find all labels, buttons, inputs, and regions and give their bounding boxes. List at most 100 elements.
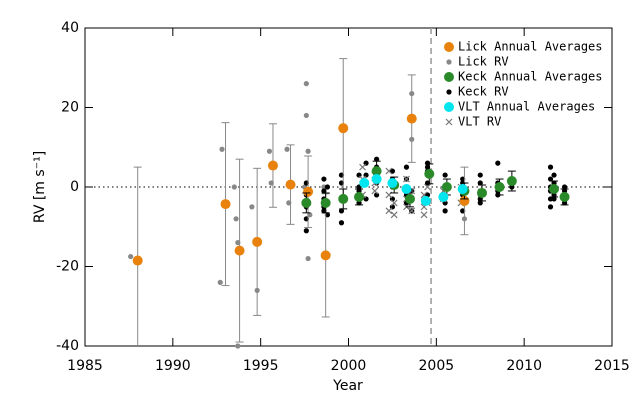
- point: [459, 195, 470, 206]
- point: [408, 207, 416, 215]
- point: [220, 199, 231, 210]
- point: [303, 81, 309, 87]
- point: [406, 113, 417, 124]
- point: [371, 174, 382, 185]
- point: [231, 184, 237, 190]
- point: [420, 195, 431, 206]
- point: [303, 186, 314, 197]
- point: [477, 187, 488, 198]
- legend-label: VLT Annual Averages: [458, 100, 595, 114]
- point: [320, 250, 331, 261]
- point: [385, 207, 393, 215]
- point: [324, 184, 331, 190]
- x-axis-label: Year: [332, 378, 363, 394]
- point: [371, 187, 379, 195]
- point: [338, 220, 345, 226]
- point: [320, 197, 331, 208]
- point: [551, 172, 557, 178]
- y-tick-label: 0: [70, 179, 79, 195]
- point: [267, 160, 278, 171]
- legend-label: Keck Annual Averages: [458, 70, 603, 84]
- point: [303, 228, 309, 234]
- x-tick-label: 1985: [67, 358, 103, 374]
- point: [549, 183, 560, 194]
- point: [389, 168, 396, 174]
- point: [401, 183, 412, 194]
- point: [249, 204, 255, 210]
- legend-marker: [445, 118, 453, 126]
- point: [442, 208, 448, 214]
- y-tick-label: 40: [61, 20, 79, 36]
- point: [338, 193, 349, 204]
- point: [217, 279, 223, 285]
- legend-marker: [444, 102, 454, 112]
- point: [547, 176, 554, 182]
- point: [442, 172, 448, 178]
- legend-label: VLT RV: [458, 115, 501, 129]
- point: [338, 123, 349, 134]
- x-tick-label: 2015: [594, 358, 630, 374]
- point: [305, 255, 311, 262]
- point: [441, 182, 452, 192]
- legend-label: Lick Annual Averages: [458, 40, 603, 54]
- legend-label: Keck RV: [458, 85, 509, 99]
- point: [371, 166, 382, 177]
- point: [551, 196, 557, 202]
- point: [233, 216, 239, 222]
- legend-label: Lick RV: [458, 55, 509, 69]
- point: [438, 191, 449, 202]
- point: [234, 245, 245, 256]
- point: [235, 343, 241, 349]
- point: [385, 167, 393, 175]
- point: [285, 179, 296, 190]
- point: [301, 197, 312, 208]
- point: [561, 184, 568, 190]
- point: [547, 204, 554, 210]
- point: [506, 176, 517, 187]
- point: [547, 164, 554, 170]
- point: [128, 253, 134, 260]
- legend-marker: [446, 59, 452, 65]
- legend-marker: [444, 42, 454, 52]
- x-tick-label: 2010: [506, 358, 542, 374]
- y-axis-label: RV [m s⁻¹]: [32, 151, 48, 223]
- point: [354, 191, 365, 202]
- point: [338, 208, 345, 214]
- x-tick-label: 1995: [243, 358, 279, 374]
- point: [305, 148, 311, 154]
- x-tick-label: 2005: [419, 358, 455, 374]
- point: [559, 191, 570, 202]
- point: [403, 175, 410, 183]
- point: [219, 146, 225, 152]
- point: [457, 183, 468, 194]
- point: [252, 236, 263, 247]
- point: [284, 146, 290, 152]
- y-tick-label: 20: [61, 100, 79, 116]
- point: [303, 112, 309, 119]
- legend-marker: [444, 72, 454, 82]
- point: [494, 182, 505, 192]
- point: [321, 176, 327, 182]
- point: [424, 183, 431, 191]
- point: [266, 148, 273, 154]
- point: [390, 199, 398, 207]
- point: [477, 180, 483, 186]
- point: [374, 156, 380, 162]
- y-tick-label: -40: [56, 338, 79, 354]
- x-tick-label: 2000: [331, 358, 367, 374]
- point: [390, 211, 398, 219]
- point: [359, 163, 366, 171]
- x-tick-label: 1990: [155, 358, 191, 374]
- point: [321, 188, 327, 194]
- point: [420, 211, 428, 219]
- point: [387, 178, 398, 189]
- legend-marker: [446, 89, 452, 95]
- point: [424, 168, 435, 179]
- point: [495, 160, 501, 166]
- point: [359, 178, 370, 189]
- point: [477, 172, 483, 178]
- point: [477, 200, 483, 206]
- point: [404, 193, 415, 204]
- point: [132, 255, 143, 266]
